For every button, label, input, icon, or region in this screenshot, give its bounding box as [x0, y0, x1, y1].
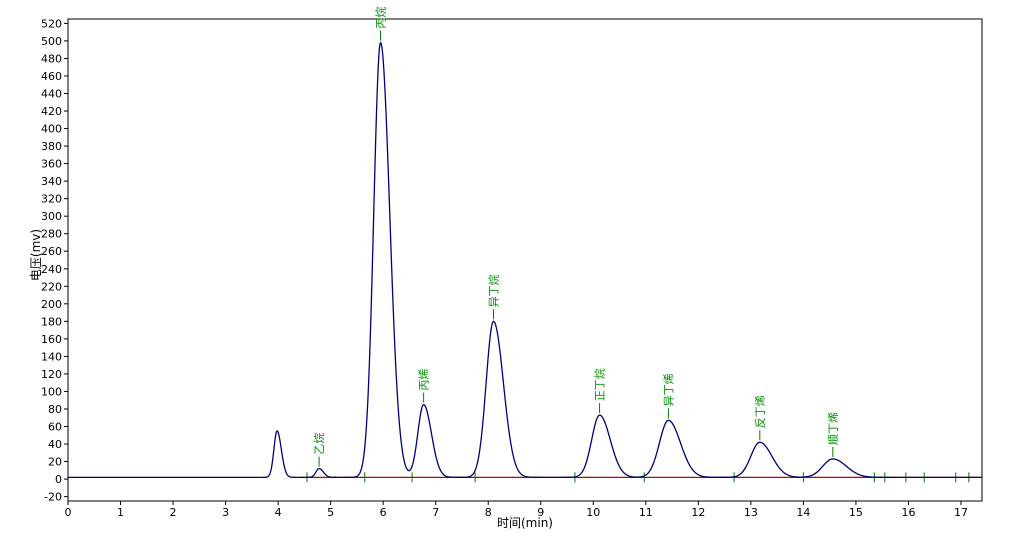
x-tick-label: 0 — [65, 506, 72, 519]
y-tick-label: -20 — [44, 491, 62, 504]
signal-trace — [68, 41, 982, 478]
x-tick-label: 16 — [901, 506, 915, 519]
x-tick-label: 4 — [275, 506, 282, 519]
y-tick-label: 80 — [48, 403, 62, 416]
y-tick-label: 380 — [41, 140, 62, 153]
y-tick-label: 460 — [41, 70, 62, 83]
y-tick-label: 20 — [48, 456, 62, 469]
x-tick-label: 6 — [380, 506, 387, 519]
y-tick-label: 280 — [41, 228, 62, 241]
peak-label: 丙烯 — [418, 369, 431, 391]
y-tick-label: 220 — [41, 280, 62, 293]
peak-label: 反丁烯 — [754, 395, 767, 428]
x-tick-label: 15 — [849, 506, 863, 519]
y-tick-label: 40 — [48, 438, 62, 451]
y-tick-label: 240 — [41, 263, 62, 276]
y-tick-label: 500 — [41, 35, 62, 48]
x-axis: 0 1 2 3 4 5 6 7 8 9 10 11 12 13 14 15 16 17 — [65, 501, 968, 519]
x-tick-label: 9 — [537, 506, 544, 519]
x-tick-label: 13 — [744, 506, 758, 519]
y-tick-label: 480 — [41, 52, 62, 65]
y-tick-label: 420 — [41, 105, 62, 118]
plot-frame — [67, 18, 983, 502]
x-tick-label: 14 — [796, 506, 810, 519]
x-tick-label: 8 — [485, 506, 492, 519]
x-tick-label: 11 — [639, 506, 653, 519]
y-tick-label: 200 — [41, 298, 62, 311]
y-tick-label: 300 — [41, 210, 62, 223]
y-tick-label: 260 — [41, 245, 62, 258]
peak-label: 异丁烷 — [486, 274, 500, 307]
x-tick-label: 12 — [691, 506, 705, 519]
peak-label: 异丁烯 — [662, 373, 675, 406]
peak-label: 丙烷 — [374, 7, 388, 29]
peak-label: 乙烷 — [312, 433, 326, 455]
y-tick-label: 340 — [41, 175, 62, 188]
peak-label: 正丁烷 — [593, 368, 607, 401]
y-tick-label: 100 — [41, 385, 62, 398]
y-tick-label: 180 — [41, 315, 62, 328]
y-tick-label: 140 — [41, 350, 62, 363]
y-axis-title: 电压(mv) — [29, 229, 43, 281]
y-tick-label: 400 — [41, 123, 62, 136]
x-tick-label: 7 — [432, 506, 439, 519]
y-tick-label: 120 — [41, 368, 62, 381]
x-tick-label: 10 — [586, 506, 600, 519]
y-tick-label: 320 — [41, 193, 62, 206]
x-tick-label: 2 — [170, 506, 177, 519]
peak-label: 顺丁烯 — [827, 412, 840, 445]
x-axis-title: 时间(min) — [497, 516, 553, 530]
y-tick-label: 520 — [41, 17, 62, 30]
y-tick-label: 160 — [41, 333, 62, 346]
y-tick-label: 0 — [55, 473, 62, 486]
x-tick-label: 17 — [954, 506, 968, 519]
y-tick-label: 360 — [41, 158, 62, 171]
x-tick-label: 5 — [327, 506, 334, 519]
y-tick-label: 440 — [41, 87, 62, 100]
y-tick-label: 60 — [48, 421, 62, 434]
x-tick-label: 3 — [222, 506, 229, 519]
x-tick-label: 1 — [117, 506, 124, 519]
y-axis: -20 0 20 40 60 80 100 120 140 160 180 200 220 240 260 2… — [41, 17, 68, 504]
